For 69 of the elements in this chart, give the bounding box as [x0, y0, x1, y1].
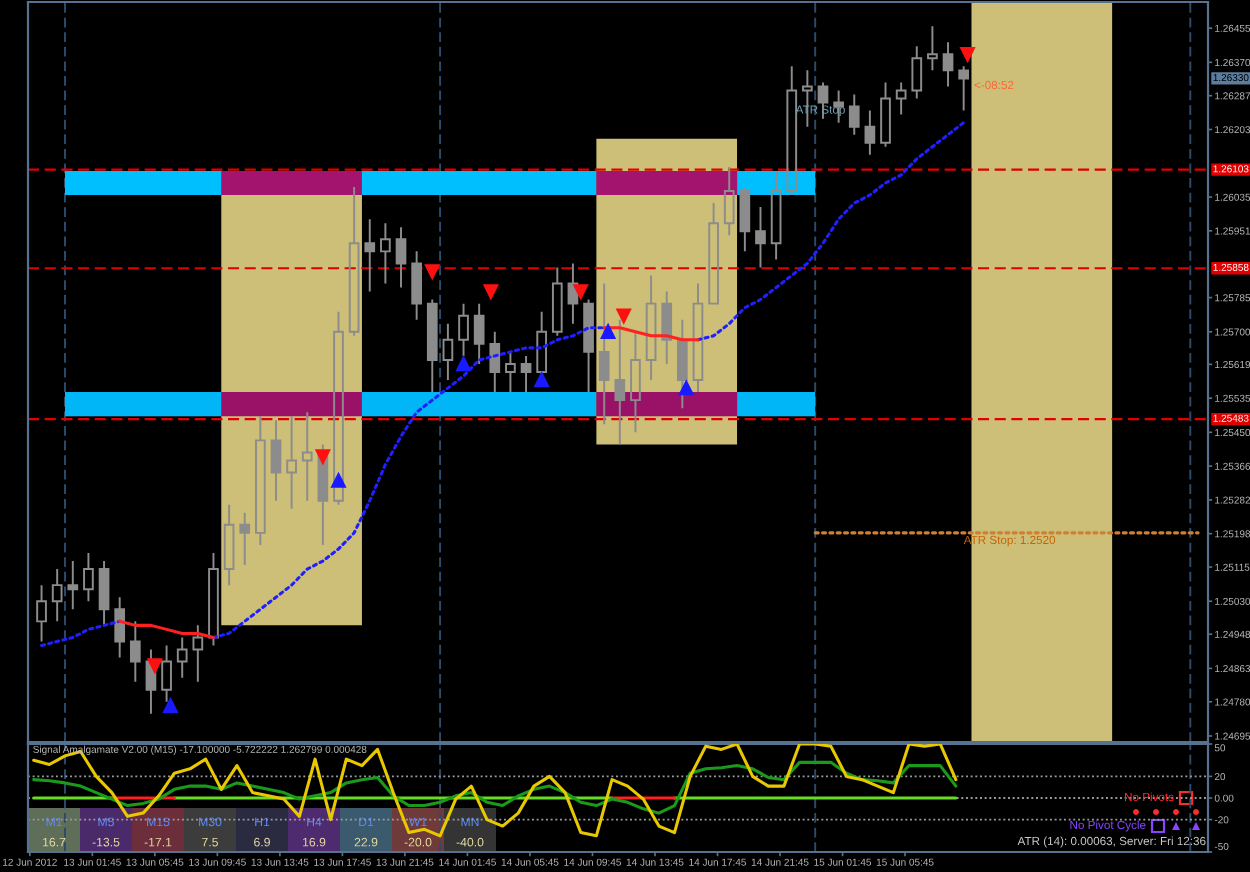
candlestick: [895, 81, 907, 116]
candlestick: [270, 419, 282, 502]
candlestick: [739, 186, 751, 253]
candlestick: [129, 620, 141, 683]
candlestick: [255, 415, 266, 546]
candlestick: [114, 596, 126, 659]
candlestick: [551, 266, 563, 337]
candlestick: [380, 222, 391, 285]
candlestick: [567, 262, 579, 325]
candlestick: [364, 218, 376, 293]
line-series: [32, 760, 958, 815]
candlestick: [911, 45, 923, 100]
candlestick: [755, 206, 766, 269]
candlestick: [301, 411, 313, 502]
line-series: [32, 744, 958, 838]
candlestick: [395, 226, 407, 289]
candlestick: [723, 165, 735, 237]
point: [960, 47, 975, 62]
candlestick: [520, 354, 532, 394]
candlestick: [161, 644, 172, 703]
point: [425, 264, 440, 279]
candlestick: [864, 109, 876, 156]
candlestick: [848, 93, 860, 136]
candlestick: [614, 318, 626, 446]
candlestick: [192, 624, 204, 683]
candlestick: [630, 330, 641, 434]
candlestick: [176, 636, 188, 679]
candlestick: [958, 65, 970, 112]
candlestick: [426, 298, 438, 394]
candlestick: [708, 202, 719, 305]
point: [456, 356, 471, 372]
point: [573, 284, 588, 299]
point: [163, 698, 178, 714]
candlestick: [598, 282, 610, 426]
candlestick: [927, 25, 938, 72]
candlestick: [286, 415, 297, 510]
candlestick: [489, 330, 501, 394]
candlestick: [67, 560, 79, 611]
candlestick: [411, 250, 422, 321]
candlestick: [239, 511, 251, 567]
point: [600, 324, 616, 340]
candlestick: [348, 186, 360, 337]
candlestick: [208, 552, 219, 647]
candlestick: [676, 318, 688, 410]
candlestick: [223, 503, 235, 587]
candlestick: [770, 169, 782, 261]
candlestick: [661, 290, 673, 365]
candlestick: [473, 302, 485, 365]
candlestick: [583, 298, 594, 394]
candlestick: [880, 81, 891, 148]
candlestick: [505, 350, 516, 394]
candlestick: [442, 322, 454, 382]
candlestick: [51, 568, 63, 623]
point: [534, 372, 549, 388]
candlestick: [333, 310, 344, 506]
point: [147, 658, 163, 673]
candlestick: [692, 282, 704, 394]
point: [483, 284, 499, 299]
point: [315, 449, 331, 464]
point: [331, 473, 346, 488]
candlestick: [83, 552, 94, 603]
candlestick: [786, 65, 798, 197]
candlestick: [36, 584, 47, 643]
candlestick: [458, 302, 469, 357]
candlestick: [942, 41, 954, 88]
point: [616, 308, 631, 323]
point: [679, 380, 694, 396]
candlestick: [645, 274, 657, 382]
candlestick: [98, 560, 110, 627]
